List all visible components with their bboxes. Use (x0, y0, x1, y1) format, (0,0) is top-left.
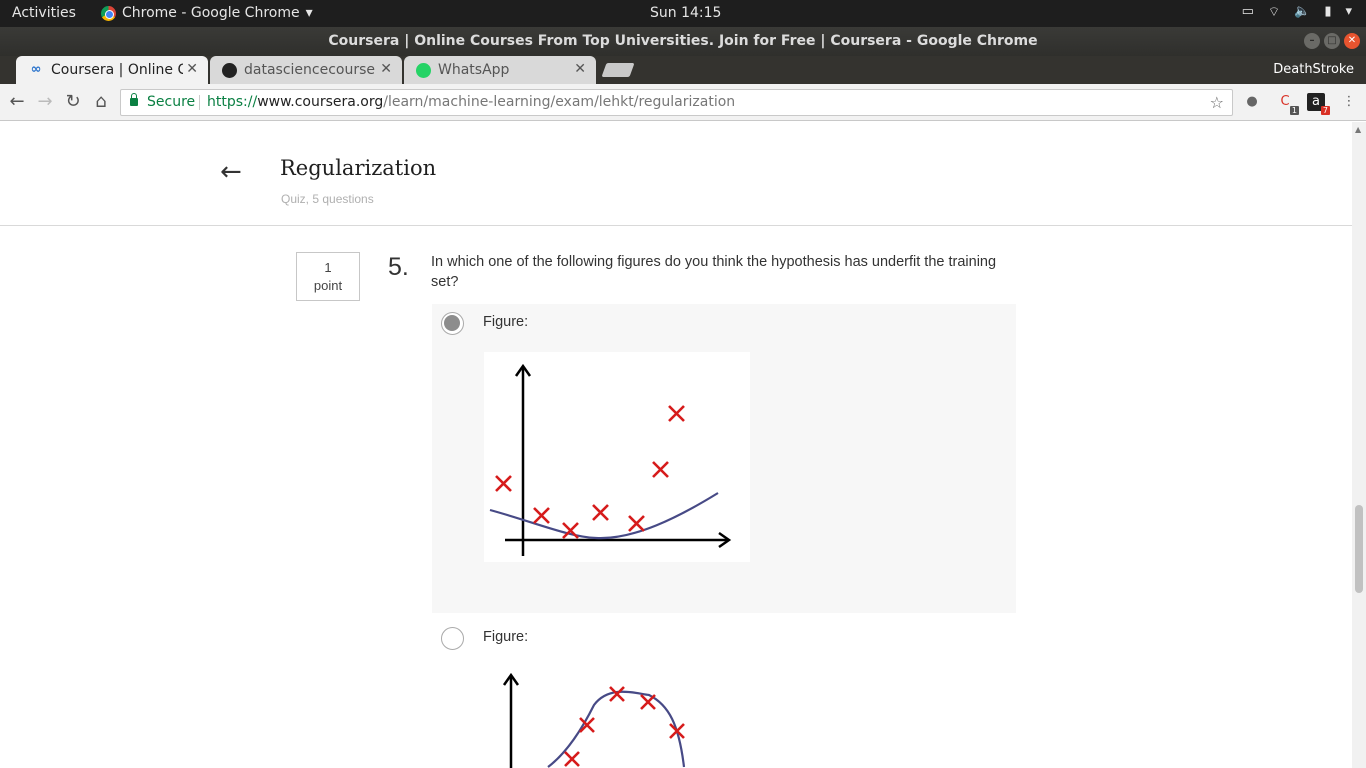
chrome-icon (101, 5, 116, 21)
profile-button[interactable]: DeathStroke (1261, 56, 1366, 84)
answer-option[interactable]: Figure: (432, 304, 1016, 613)
tab-github[interactable]: datasciencecourser ✕ (210, 56, 402, 84)
reload-icon[interactable]: ↻ (65, 91, 81, 112)
extension-badge: 7 (1320, 106, 1330, 115)
tab-coursera[interactable]: ∞ Coursera | Online C ✕ (16, 56, 208, 84)
figure-overfit (484, 665, 750, 768)
scroll-up-icon[interactable]: ▲ (1355, 125, 1362, 134)
display-icon[interactable]: ▭ (1241, 4, 1254, 19)
points-label: point (313, 278, 343, 293)
window-title-bar: Coursera | Online Courses From Top Unive… (0, 27, 1366, 56)
option-label: Figure: (483, 314, 529, 330)
window-title: Coursera | Online Courses From Top Unive… (328, 33, 1038, 49)
forward-arrow-icon[interactable]: → (37, 91, 53, 112)
divider (199, 95, 200, 110)
figure-underfit (484, 352, 750, 562)
activities-button[interactable]: Activities (12, 5, 76, 21)
answer-option[interactable]: Figure: (432, 619, 1016, 768)
home-icon[interactable]: ⌂ (95, 91, 107, 112)
tab-strip: ∞ Coursera | Online C ✕ datasciencecours… (0, 56, 1366, 84)
system-top-bar: Activities Chrome - Google Chrome ▾ Sun … (0, 0, 1366, 27)
bookmark-star-icon[interactable]: ☆ (1209, 93, 1224, 112)
axes (505, 363, 732, 556)
hypothesis-curve (489, 492, 719, 540)
axes (502, 672, 520, 768)
browser-toolbar: ← → ↻ ⌂ Secure https://www.coursera.org/… (0, 84, 1366, 121)
figure-plot (502, 672, 686, 768)
app-name: Chrome - Google Chrome (122, 5, 300, 21)
battery-icon[interactable]: ▮ (1324, 4, 1332, 19)
system-tray[interactable]: ▭ ⌔ 🔈 ▮ ▾ (1242, 4, 1352, 20)
wifi-icon[interactable]: ⌔ (1267, 5, 1281, 20)
back-arrow-icon[interactable]: ← (9, 91, 25, 112)
radio-button[interactable] (441, 627, 464, 650)
data-markers (564, 686, 685, 767)
quiz-header: ← Regularization Quiz, 5 questions (0, 122, 1352, 226)
github-icon (222, 62, 237, 78)
back-arrow-icon[interactable]: ← (220, 157, 242, 187)
url-text[interactable]: https://www.coursera.org/learn/machine-l… (207, 90, 735, 115)
tab-label: datasciencecourser (244, 62, 376, 78)
app-menu[interactable]: Chrome - Google Chrome ▾ (101, 5, 313, 21)
menu-dots-icon[interactable]: ⋮ (1342, 94, 1356, 109)
address-bar[interactable]: Secure https://www.coursera.org/learn/ma… (120, 89, 1233, 116)
points-value: 1 (324, 260, 332, 275)
page-content: ← Regularization Quiz, 5 questions 1 poi… (0, 122, 1352, 768)
close-icon[interactable]: ✕ (574, 61, 586, 77)
url-path: /learn/machine-learning/exam/lehkt/regul… (383, 94, 736, 110)
close-icon[interactable]: ✕ (1344, 33, 1360, 49)
tab-label: WhatsApp (438, 62, 510, 78)
secure-label[interactable]: Secure (147, 94, 196, 110)
new-tab-button[interactable] (601, 63, 635, 77)
tab-whatsapp[interactable]: WhatsApp ✕ (404, 56, 596, 84)
minimize-icon[interactable]: – (1304, 33, 1320, 49)
tab-label: Coursera | Online C (51, 62, 183, 78)
url-scheme: https:// (207, 94, 258, 110)
lock-icon[interactable] (130, 93, 138, 106)
hypothesis-curve (547, 690, 686, 768)
coursera-icon: ∞ (30, 62, 42, 77)
volume-icon[interactable]: 🔈 (1294, 4, 1311, 19)
close-icon[interactable]: ✕ (380, 61, 392, 77)
chevron-down-icon[interactable]: ▾ (1345, 4, 1352, 19)
lightbulb-icon[interactable]: ● (1246, 94, 1258, 109)
chevron-down-icon: ▾ (305, 5, 313, 21)
points-box: 1 point (296, 252, 360, 301)
extension-badge: 1 (1289, 106, 1299, 115)
window-controls: – □ ✕ (1304, 33, 1360, 49)
question-number: 5. (388, 253, 409, 281)
whatsapp-icon (416, 62, 431, 78)
maximize-icon[interactable]: □ (1324, 33, 1340, 49)
question-text: In which one of the following figures do… (431, 254, 997, 290)
option-label: Figure: (483, 629, 529, 645)
page-title: Regularization (280, 156, 437, 180)
page-scrollbar[interactable]: ▲ (1352, 122, 1366, 768)
url-host: www.coursera.org (257, 94, 384, 110)
radio-button[interactable] (441, 312, 464, 335)
scrollbar-thumb[interactable] (1355, 505, 1363, 593)
close-icon[interactable]: ✕ (186, 61, 198, 77)
data-markers (495, 405, 685, 539)
clock[interactable]: Sun 14:15 (650, 5, 722, 21)
quiz-subtitle: Quiz, 5 questions (281, 192, 374, 206)
figure-plot (489, 363, 732, 556)
